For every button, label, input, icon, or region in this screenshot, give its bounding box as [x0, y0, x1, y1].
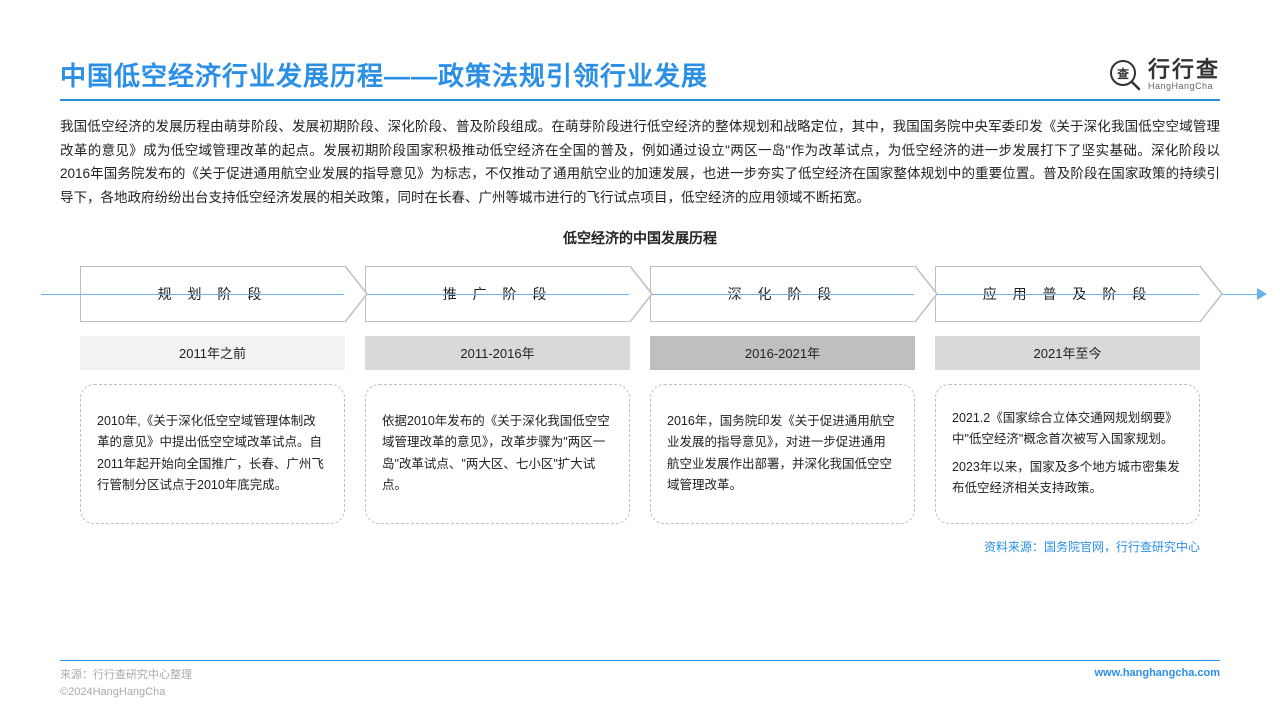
- stage-3: 深 化 阶 段 2016-2021年 2016年，国务院印发《关于促进通用航空业…: [650, 266, 915, 524]
- stage-arrow: 推 广 阶 段: [365, 266, 630, 322]
- stage-desc: 2021.2《国家综合立体交通网规划纲要》中"低空经济"概念首次被写入国家规划。…: [935, 384, 1200, 524]
- stage-period: 2021年至今: [935, 336, 1200, 370]
- svg-text:查: 查: [1116, 66, 1130, 81]
- footer: 来源：行行查研究中心整理 ©2024HangHangCha www.hangha…: [60, 660, 1220, 700]
- stage-desc: 2016年，国务院印发《关于促进通用航空业发展的指导意见》，对进一步促进通用航空…: [650, 384, 915, 524]
- arrowhead-icon: [1257, 288, 1267, 300]
- logo-subtext: HangHangCha: [1148, 81, 1220, 91]
- footer-left: 来源：行行查研究中心整理 ©2024HangHangCha: [60, 667, 192, 700]
- diagram-title: 低空经济的中国发展历程: [60, 228, 1220, 248]
- header-row: 中国低空经济行业发展历程——政策法规引领行业发展 查 行行查 HangHangC…: [60, 56, 1220, 101]
- intro-paragraph: 我国低空经济的发展历程由萌芽阶段、发展初期阶段、深化阶段、普及阶段组成。在萌芽阶…: [60, 115, 1220, 210]
- stage-period: 2011年之前: [80, 336, 345, 370]
- stage-2: 推 广 阶 段 2011-2016年 依据2010年发布的《关于深化我国低空空域…: [365, 266, 630, 524]
- stage-desc: 2010年,《关于深化低空空域管理体制改革的意见》中提出低空空域改革试点。自20…: [80, 384, 345, 524]
- timeline: 规 划 阶 段 2011年之前 2010年,《关于深化低空空域管理体制改革的意见…: [60, 266, 1220, 524]
- logo-text: 行行查: [1148, 59, 1220, 81]
- page-title: 中国低空经济行业发展历程——政策法规引领行业发展: [60, 56, 708, 93]
- source-attribution: 资料来源：国务院官网，行行查研究中心: [60, 538, 1220, 555]
- stage-arrow: 应 用 普 及 阶 段: [935, 266, 1200, 322]
- logo-icon: 查: [1108, 58, 1142, 92]
- stage-arrow: 规 划 阶 段: [80, 266, 345, 322]
- stage-period: 2011-2016年: [365, 336, 630, 370]
- stage-1: 规 划 阶 段 2011年之前 2010年,《关于深化低空空域管理体制改革的意见…: [80, 266, 345, 524]
- stage-desc: 依据2010年发布的《关于深化我国低空空域管理改革的意见》，改革步骤为"两区一岛…: [365, 384, 630, 524]
- stage-period: 2016-2021年: [650, 336, 915, 370]
- logo: 查 行行查 HangHangCha: [1108, 58, 1220, 92]
- stage-arrow: 深 化 阶 段: [650, 266, 915, 322]
- footer-url: www.hanghangcha.com: [1095, 667, 1221, 700]
- stage-4: 应 用 普 及 阶 段 2021年至今 2021.2《国家综合立体交通网规划纲要…: [935, 266, 1200, 524]
